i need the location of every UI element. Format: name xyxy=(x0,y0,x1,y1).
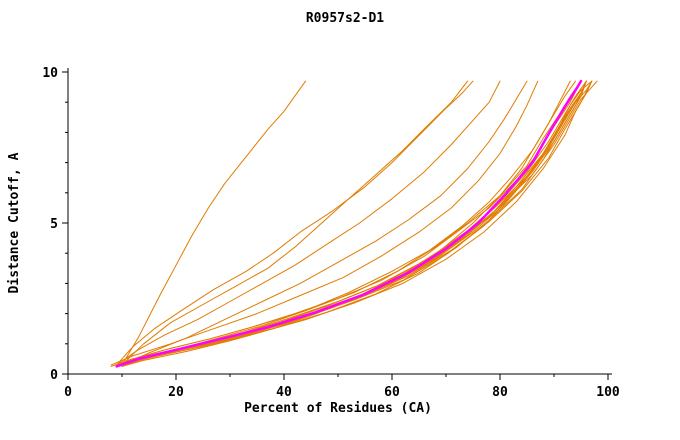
chart-title: R0957s2-D1 xyxy=(306,11,384,26)
series-line xyxy=(116,80,593,366)
x-tick-label: 40 xyxy=(276,385,292,400)
series-line xyxy=(121,80,469,366)
x-tick-label: 20 xyxy=(168,385,184,400)
x-tick-label: 0 xyxy=(64,385,72,400)
y-tick-label: 0 xyxy=(50,368,58,383)
series-line xyxy=(116,80,474,366)
x-tick-label: 100 xyxy=(596,385,620,400)
axes: 0 20 40 60 80 100 0 5 10 xyxy=(42,66,620,400)
series-line xyxy=(121,80,593,367)
x-axis-label: Percent of Residues (CA) xyxy=(244,401,432,416)
series-line xyxy=(121,80,582,366)
series-line xyxy=(116,80,571,367)
series-line xyxy=(116,80,593,366)
y-tick-label: 5 xyxy=(50,217,58,232)
series-line xyxy=(121,80,528,366)
x-tick-label: 60 xyxy=(384,385,400,400)
x-tick-label: 80 xyxy=(492,385,508,400)
y-tick-label: 10 xyxy=(42,66,58,81)
highlighted-series-line xyxy=(115,79,583,368)
series-lines xyxy=(110,79,598,368)
series-line xyxy=(110,80,539,366)
series-line xyxy=(121,80,307,366)
series-line xyxy=(116,80,501,366)
series-line xyxy=(116,80,587,367)
series-line xyxy=(116,80,593,367)
series-line xyxy=(110,80,587,367)
y-axis-label: Distance Cutoff, A xyxy=(7,152,22,293)
series-line xyxy=(116,80,582,366)
